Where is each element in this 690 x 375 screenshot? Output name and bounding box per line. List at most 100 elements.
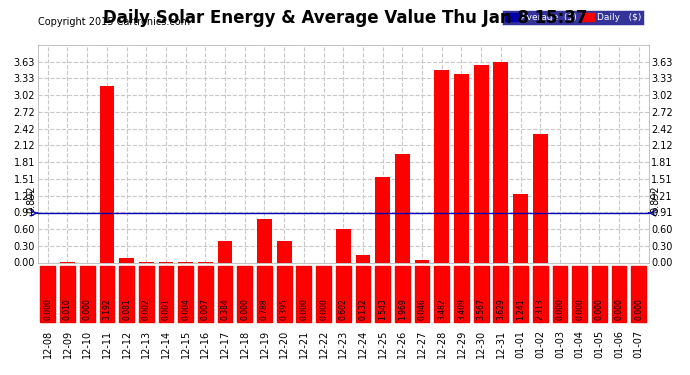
Bar <box>513 194 528 262</box>
Text: 2.313: 2.313 <box>535 298 545 320</box>
Text: 12-21: 12-21 <box>299 330 309 358</box>
Bar <box>336 229 351 262</box>
Bar <box>277 266 292 322</box>
Text: 12-29: 12-29 <box>457 330 466 358</box>
Bar <box>435 266 449 322</box>
Text: 0.132: 0.132 <box>359 298 368 320</box>
Bar <box>159 266 173 322</box>
Text: 12-14: 12-14 <box>161 330 171 358</box>
Text: 12-17: 12-17 <box>220 330 230 358</box>
Text: 12-10: 12-10 <box>82 330 92 358</box>
Text: 01-02: 01-02 <box>535 330 545 358</box>
Text: 12-31: 12-31 <box>496 330 506 358</box>
Text: 12-24: 12-24 <box>358 330 368 358</box>
Bar <box>80 266 95 322</box>
Bar <box>572 266 587 322</box>
Bar <box>198 266 213 322</box>
Text: 0.384: 0.384 <box>221 298 230 320</box>
Bar <box>533 135 548 262</box>
Bar <box>80 266 95 322</box>
Text: 12-19: 12-19 <box>259 330 270 358</box>
Text: 3.567: 3.567 <box>477 298 486 320</box>
Bar <box>592 266 607 322</box>
Text: 1.241: 1.241 <box>516 298 525 320</box>
Bar <box>415 260 429 262</box>
Bar <box>277 266 292 322</box>
Bar <box>611 266 627 322</box>
Bar <box>454 266 469 322</box>
Bar <box>533 266 548 322</box>
Text: Copyright 2015 Cartronics.com: Copyright 2015 Cartronics.com <box>38 17 190 27</box>
Text: 01-07: 01-07 <box>633 330 644 358</box>
Text: 0.000: 0.000 <box>555 298 564 320</box>
Bar <box>454 266 469 322</box>
Text: 01-05: 01-05 <box>594 330 604 358</box>
Bar <box>572 266 587 322</box>
Text: 0.000: 0.000 <box>615 298 624 320</box>
Bar <box>493 266 509 322</box>
Text: 3.482: 3.482 <box>437 298 446 320</box>
Text: 0.007: 0.007 <box>201 298 210 320</box>
Bar <box>218 241 233 262</box>
Bar <box>631 266 646 322</box>
Bar <box>533 266 548 322</box>
Bar <box>178 266 193 322</box>
Bar <box>493 62 509 262</box>
Text: 12-11: 12-11 <box>102 330 112 358</box>
Bar <box>395 266 410 322</box>
Text: 0.000: 0.000 <box>634 298 643 320</box>
Text: 0.000: 0.000 <box>43 298 52 320</box>
Bar <box>553 266 567 322</box>
Bar <box>435 70 449 262</box>
Bar <box>198 266 213 322</box>
Text: 12-22: 12-22 <box>319 330 328 358</box>
Bar <box>336 266 351 322</box>
Bar <box>277 241 292 262</box>
Text: 0.000: 0.000 <box>240 298 249 320</box>
Bar <box>297 266 311 322</box>
Bar <box>474 266 489 322</box>
Bar <box>415 266 429 322</box>
Text: 0.395: 0.395 <box>279 298 288 320</box>
Text: 0.000: 0.000 <box>83 298 92 320</box>
Text: 01-01: 01-01 <box>515 330 526 358</box>
Text: 0.000: 0.000 <box>319 298 328 320</box>
Bar <box>99 86 115 262</box>
Bar <box>375 177 390 262</box>
Bar <box>119 266 134 322</box>
Text: 0.000: 0.000 <box>575 298 584 320</box>
Text: 0.004: 0.004 <box>181 298 190 320</box>
Text: 12-13: 12-13 <box>141 330 151 358</box>
Bar <box>237 266 252 322</box>
Text: 0.000: 0.000 <box>299 298 308 320</box>
Text: 12-23: 12-23 <box>338 330 348 358</box>
Bar <box>513 266 528 322</box>
Bar <box>395 153 410 262</box>
Text: 12-27: 12-27 <box>417 330 427 358</box>
Text: 12-25: 12-25 <box>377 330 388 358</box>
Text: 01-04: 01-04 <box>575 330 584 358</box>
Bar <box>493 266 509 322</box>
Bar <box>355 266 371 322</box>
Text: 1.543: 1.543 <box>378 298 387 320</box>
Text: 3.629: 3.629 <box>496 298 505 320</box>
Bar <box>41 266 55 322</box>
Bar <box>218 266 233 322</box>
Legend: Average  ($), Daily   ($): Average ($), Daily ($) <box>502 10 644 25</box>
Bar <box>336 266 351 322</box>
Text: 12-28: 12-28 <box>437 330 446 358</box>
Text: 0.000: 0.000 <box>595 298 604 320</box>
Bar <box>631 266 646 322</box>
Bar <box>60 266 75 322</box>
Text: 12-26: 12-26 <box>397 330 407 358</box>
Bar <box>415 266 429 322</box>
Bar <box>592 266 607 322</box>
Text: 12-12: 12-12 <box>121 330 132 358</box>
Text: 3.192: 3.192 <box>102 298 111 320</box>
Bar <box>41 266 55 322</box>
Bar <box>395 266 410 322</box>
Bar <box>159 266 173 322</box>
Text: 0.892: 0.892 <box>651 186 660 213</box>
Text: 12-18: 12-18 <box>240 330 250 358</box>
Bar <box>60 266 75 322</box>
